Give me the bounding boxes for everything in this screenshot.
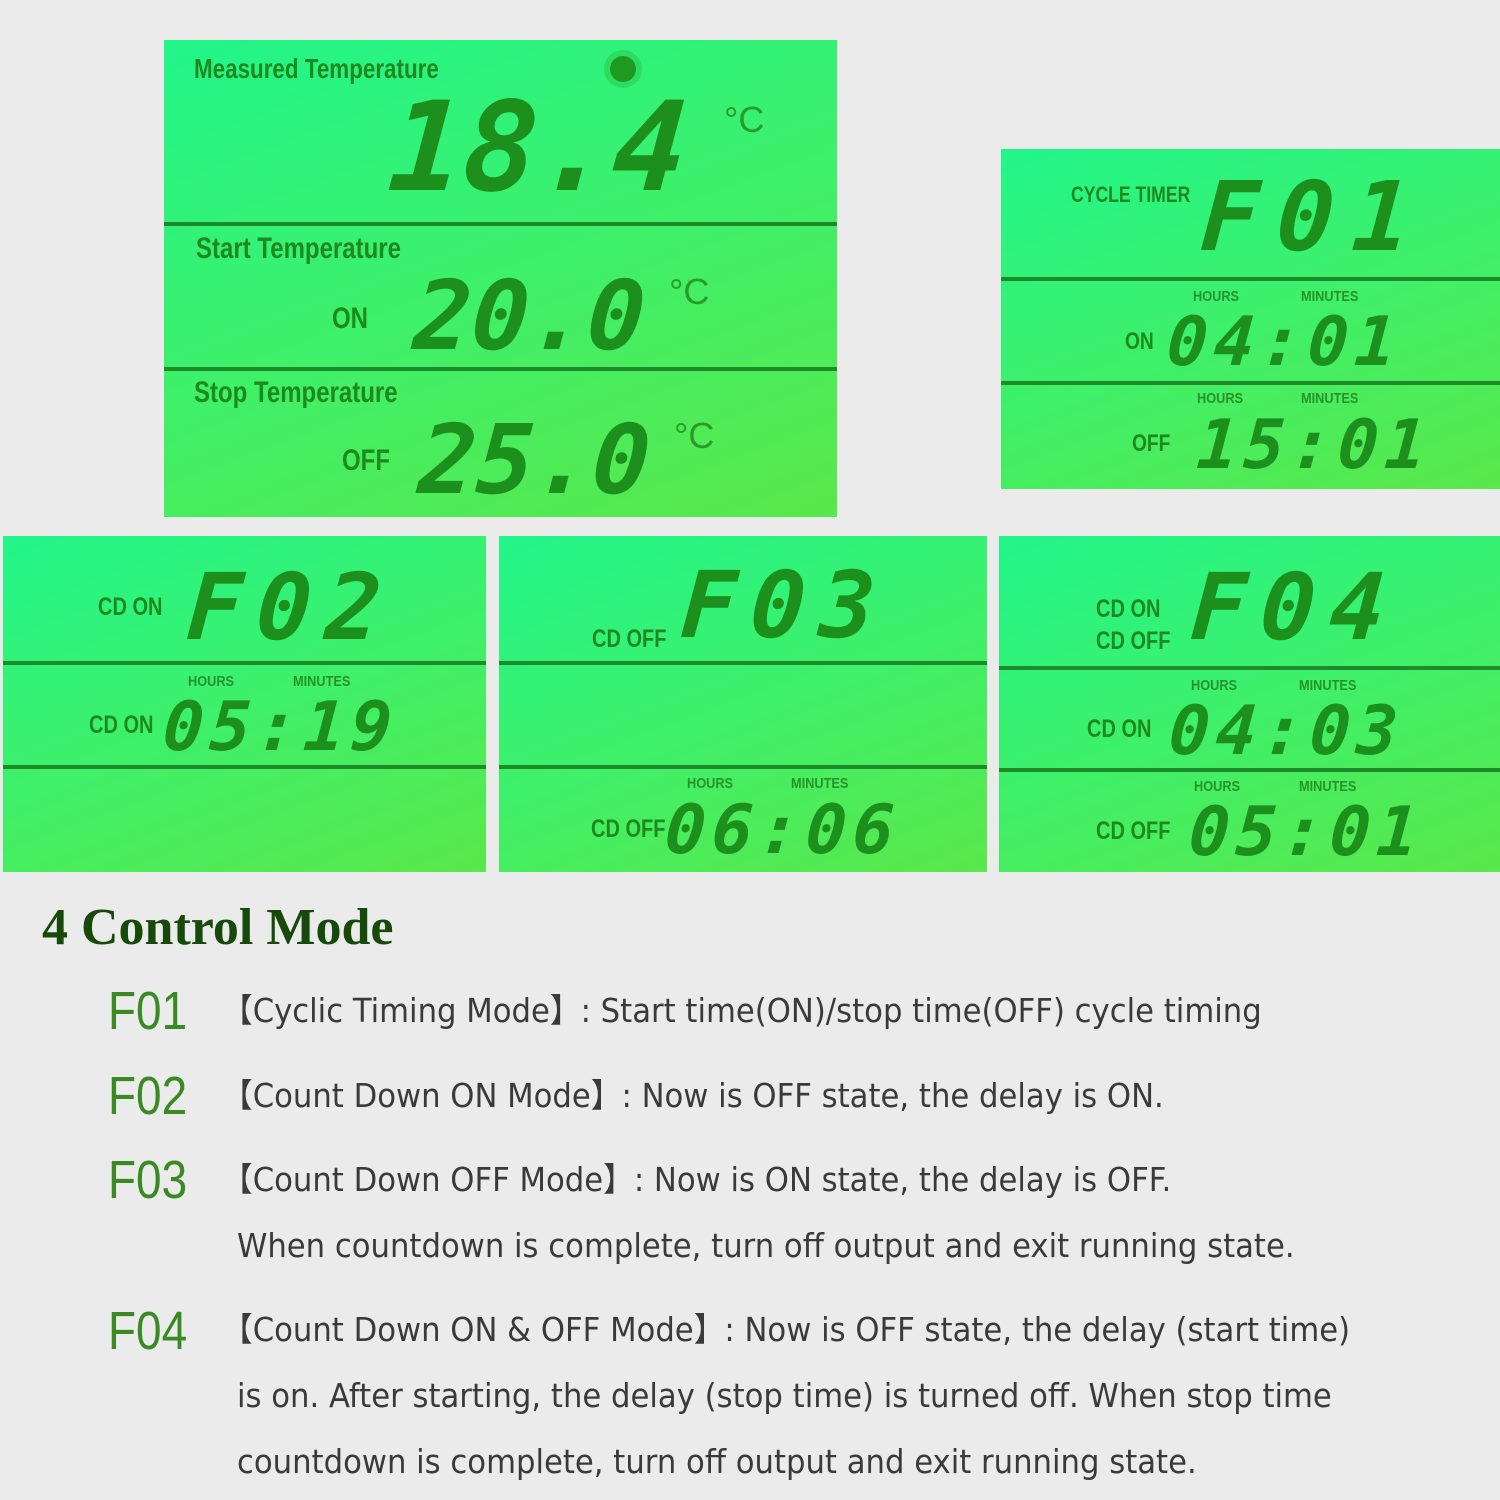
- celsius-unit: °C: [724, 99, 765, 140]
- cd-off-time-value: 05:01: [1186, 793, 1427, 872]
- cd-off-label: CD OFF: [592, 625, 667, 653]
- minutes-label: MINUTES: [1299, 677, 1357, 694]
- hours-label: HOURS: [1194, 778, 1241, 795]
- hours-label: HOURS: [1197, 390, 1244, 407]
- celsius-unit: °C: [674, 415, 715, 456]
- on-label: ON: [1125, 328, 1154, 355]
- cd-on-time-value: 05:19: [160, 688, 401, 767]
- mode-code-f03: F03: [108, 1150, 188, 1210]
- measured-temperature-value: 18.4: [383, 76, 693, 220]
- divider: [999, 666, 1500, 670]
- off-label: OFF: [1132, 430, 1171, 457]
- on-label: ON: [332, 302, 368, 335]
- cd-on-time-value: 04:03: [1166, 692, 1407, 771]
- measured-temperature-label: Measured Temperature: [194, 53, 439, 84]
- divider: [999, 768, 1500, 772]
- off-time-value: 15:01: [1194, 406, 1435, 485]
- minutes-label: MINUTES: [791, 775, 849, 792]
- mode-f01-description: 【Cyclic Timing Mode】: Start time(ON)/sto…: [222, 991, 1262, 1030]
- f02-lcd-panel: CD ON F02 HOURS MINUTES CD ON 05:19: [3, 536, 486, 872]
- mode-code: F03: [677, 552, 893, 659]
- section-title: 4 Control Mode: [42, 899, 394, 956]
- off-label: OFF: [342, 444, 390, 477]
- sun-icon: [610, 56, 636, 82]
- cd-off-row-label: CD OFF: [1096, 817, 1171, 845]
- mode-code: F01: [1197, 161, 1433, 273]
- minutes-label: MINUTES: [1301, 390, 1359, 407]
- on-time-value: 04:01: [1164, 303, 1405, 382]
- cycle-timer-label: CYCLE TIMER: [1071, 182, 1191, 207]
- cd-off-row-label: CD OFF: [591, 815, 666, 843]
- mode-code-f04: F04: [108, 1301, 188, 1361]
- minutes-label: MINUTES: [1299, 778, 1357, 795]
- stop-temperature-label: Stop Temperature: [194, 376, 398, 409]
- divider: [3, 765, 486, 769]
- hours-label: HOURS: [687, 775, 734, 792]
- celsius-unit: °C: [669, 271, 710, 312]
- mode-f03-description-cont: When countdown is complete, turn off out…: [237, 1226, 1295, 1265]
- mode-f04-description-cont: is on. After starting, the delay (stop t…: [237, 1376, 1332, 1415]
- hours-label: HOURS: [1193, 288, 1240, 305]
- divider: [1001, 381, 1500, 385]
- mode-f03-description: 【Count Down OFF Mode】: Now is ON state, …: [222, 1160, 1172, 1199]
- divider: [164, 367, 837, 371]
- mode-code-f02: F02: [108, 1066, 188, 1126]
- divider: [164, 222, 837, 226]
- minutes-label: MINUTES: [1301, 288, 1359, 305]
- temperature-lcd-panel: Measured Temperature 18.4 °C Start Tempe…: [164, 40, 837, 517]
- divider: [3, 661, 486, 665]
- cd-off-time-value: 06:06: [662, 791, 903, 870]
- hours-label: HOURS: [1191, 677, 1238, 694]
- cd-on-label: CD ON: [1096, 595, 1161, 623]
- f04-lcd-panel: CD ON CD OFF F04 HOURS MINUTES CD ON 04:…: [999, 536, 1500, 872]
- mode-f04-description: 【Count Down ON & OFF Mode】: Now is OFF s…: [222, 1310, 1351, 1349]
- minutes-label: MINUTES: [293, 673, 351, 690]
- mode-f04-description-cont: countdown is complete, turn off output a…: [237, 1442, 1197, 1481]
- hours-label: HOURS: [188, 673, 235, 690]
- start-temperature-label: Start Temperature: [196, 232, 401, 265]
- f03-lcd-panel: CD OFF F03 HOURS MINUTES CD OFF 06:06: [499, 536, 987, 872]
- mode-code-f01: F01: [108, 981, 188, 1041]
- mode-code: F04: [1187, 554, 1403, 661]
- mode-code: F02: [183, 554, 399, 661]
- divider: [499, 765, 987, 769]
- f01-lcd-panel: CYCLE TIMER F01 HOURS MINUTES ON 04:01 H…: [1001, 149, 1500, 489]
- mode-f02-description: 【Count Down ON Mode】: Now is OFF state, …: [222, 1076, 1164, 1115]
- cd-off-label: CD OFF: [1096, 627, 1171, 655]
- cd-on-row-label: CD ON: [89, 711, 154, 739]
- divider: [1001, 277, 1500, 281]
- cd-on-label: CD ON: [98, 593, 163, 621]
- divider: [499, 661, 987, 665]
- cd-on-row-label: CD ON: [1087, 715, 1152, 743]
- start-temperature-value: 20.0: [410, 260, 650, 372]
- stop-temperature-value: 25.0: [415, 404, 655, 516]
